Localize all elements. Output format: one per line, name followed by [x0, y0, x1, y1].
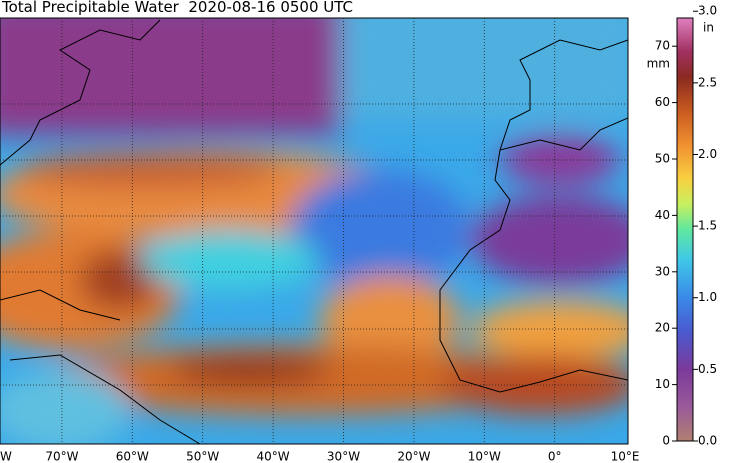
- longitude-label: 60°W: [116, 450, 149, 463]
- colorbar: [676, 17, 694, 442]
- title: Total Precipitable Water 2020-08-16 0500…: [2, 0, 354, 16]
- longitude-label: 10°W: [468, 450, 501, 463]
- in-tick-label: 2.0: [698, 147, 717, 161]
- coastlines: [0, 19, 628, 444]
- longitude-label: 30°W: [327, 450, 360, 463]
- longitude-label: 50°W: [186, 450, 219, 463]
- in-tick-label: 1.0: [698, 290, 717, 304]
- in-tick-label: 3.0: [698, 4, 717, 18]
- map-field: [0, 18, 628, 444]
- longitude-label: 10°E: [611, 450, 640, 463]
- mm-tick-label: 60: [655, 95, 670, 109]
- longitude-label: 70°W: [45, 450, 78, 463]
- mm-tick-label: 40: [655, 208, 670, 222]
- in-tick-label: 1.5: [698, 219, 717, 233]
- longitude-label: 0°: [548, 450, 562, 463]
- mm-tick-label: 10: [655, 377, 670, 391]
- in-tick-label: 0.5: [698, 362, 717, 376]
- in-unit-label: in: [703, 21, 714, 35]
- longitude-label: 40°W: [257, 450, 290, 463]
- in-tick-label: 0.0: [698, 434, 717, 448]
- map-frame: [0, 17, 629, 445]
- mm-tick-label: 30: [655, 264, 670, 278]
- mm-tick-label: 50: [655, 152, 670, 166]
- longitude-label: 20°W: [397, 450, 430, 463]
- in-tick-label: 2.5: [698, 75, 717, 89]
- mm-tick-label: 70: [655, 39, 670, 53]
- mm-unit-label: mm: [647, 57, 670, 71]
- mm-tick-label: 20: [655, 321, 670, 335]
- mm-tick-label: 0: [662, 434, 670, 448]
- longitude-label: W: [0, 450, 12, 463]
